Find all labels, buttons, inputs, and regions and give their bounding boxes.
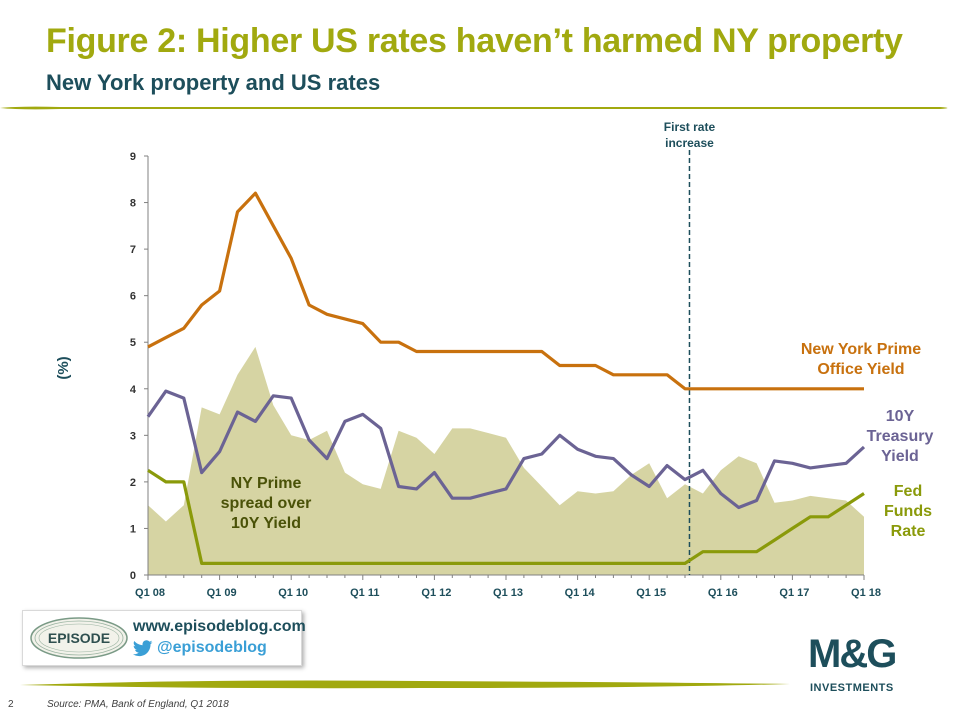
y-axis-title: (%) (55, 356, 72, 379)
x-tick-label: Q1 14 (565, 587, 596, 599)
x-tick-label: Q1 17 (779, 587, 809, 599)
label-treasury: 10Y Treasury Yield (867, 408, 934, 465)
label-fed-funds-line: Fed (894, 483, 922, 500)
episode-logo-text: EPISODE (48, 630, 110, 646)
label-office-yield-line: Office Yield (817, 361, 904, 378)
label-treasury-line: Treasury (867, 428, 934, 445)
y-tick-label: 9 (130, 151, 136, 163)
label-fed-funds-line: Rate (891, 523, 926, 540)
x-tick-label: Q1 16 (708, 587, 738, 599)
y-tick-label: 8 (130, 198, 136, 210)
episode-promo-box[interactable]: EPISODE www.episodeblog.com @episodeblog (22, 610, 306, 666)
x-tick-label: Q1 18 (851, 587, 881, 599)
label-spread-line: spread over (221, 495, 312, 512)
x-tick-label: Q1 12 (421, 587, 451, 599)
y-tick-label: 3 (130, 430, 136, 442)
y-tick-label: 7 (130, 244, 136, 256)
y-tick-label: 6 (130, 291, 136, 303)
x-tick-label: Q1 08 (135, 587, 165, 599)
label-office-yield-line: New York Prime (801, 341, 921, 358)
episode-url-link[interactable]: www.episodeblog.com (133, 618, 306, 635)
label-fed-funds: Fed Funds Rate (884, 483, 932, 540)
y-tick-label: 4 (130, 384, 137, 396)
labels-layer: First rate increase New York Prime Office Y… (221, 120, 934, 540)
y-tick-label: 5 (130, 337, 136, 349)
series-line-fed-funds (147, 468, 865, 566)
page-number: 2 (8, 699, 14, 710)
x-tick-label: Q1 13 (493, 587, 523, 599)
label-spread: NY Prime spread over 10Y Yield (221, 475, 312, 532)
label-treasury-line: Yield (881, 448, 919, 465)
chart: 0 1 2 3 4 5 6 7 8 9 Q1 08 Q1 09 Q1 10 Q1 11 Q1 12 Q1 13… (55, 120, 934, 599)
page-subtitle: New York property and US rates (46, 70, 381, 95)
twitter-icon (133, 640, 153, 657)
label-spread-line: NY Prime (231, 475, 302, 492)
mg-logo-text: M&G (808, 632, 897, 676)
y-tick-label: 1 (130, 523, 136, 535)
series-line-office-yield (147, 191, 864, 391)
series-line-treasury (146, 389, 866, 510)
header-rule (0, 106, 948, 110)
mg-investments-logo: M&G INVESTMENTS (808, 632, 938, 700)
series-area-spread (148, 346, 864, 575)
episode-logo: EPISODE (30, 617, 128, 659)
label-office-yield: New York Prime Office Yield (801, 341, 921, 378)
x-tick-label: Q1 09 (207, 587, 237, 599)
label-spread-line: 10Y Yield (231, 515, 301, 532)
y-tick-label: 0 (130, 570, 136, 582)
page-title: Figure 2: Higher US rates haven’t harmed… (46, 22, 903, 60)
x-tick-label: Q1 11 (350, 587, 379, 599)
footer-rule (20, 680, 790, 689)
label-fed-funds-line: Funds (884, 503, 932, 520)
y-tick-label: 2 (130, 477, 136, 489)
source-note: Source: PMA, Bank of England, Q1 2018 (47, 699, 229, 710)
axes-layer: 0 1 2 3 4 5 6 7 8 9 Q1 08 Q1 09 Q1 10 Q1 11 Q1 12 Q1 13… (55, 150, 881, 599)
annotation-label-line2: increase (665, 136, 714, 150)
mg-logo-subtext: INVESTMENTS (810, 682, 894, 694)
annotation-label-line1: First rate (664, 120, 716, 134)
area-layer (148, 346, 864, 575)
x-tick-label: Q1 10 (278, 587, 308, 599)
x-tick-label: Q1 15 (636, 587, 666, 599)
label-treasury-line: 10Y (886, 408, 915, 425)
episode-twitter-handle[interactable]: @episodeblog (157, 639, 267, 656)
lines-layer (146, 191, 866, 566)
